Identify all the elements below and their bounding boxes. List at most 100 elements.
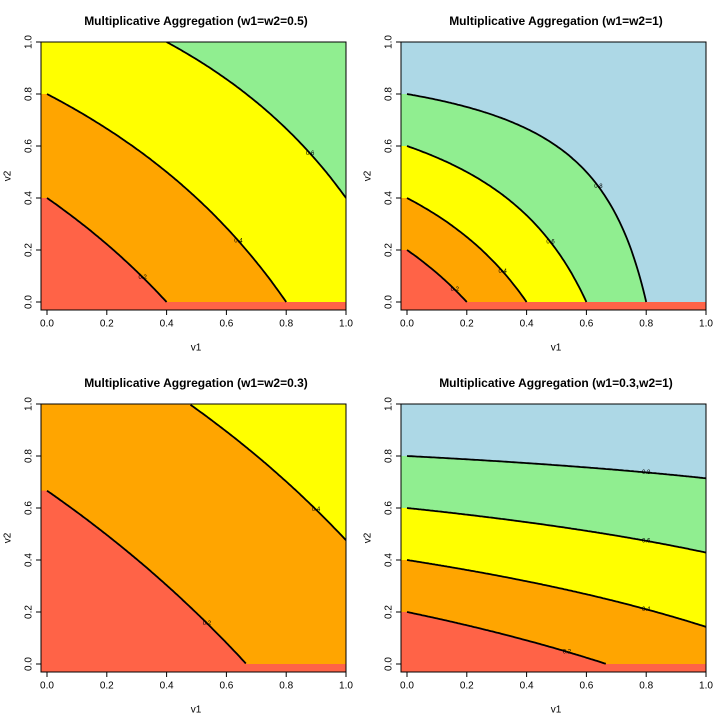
x-tick-label: 0.4	[520, 681, 534, 692]
plot-area: 0.2 0.4	[41, 404, 346, 672]
x-tick-label: 0.2	[100, 319, 114, 330]
y-tick-label: 0.4	[24, 191, 35, 205]
y-tick-label: 0.2	[24, 243, 35, 257]
contour-line	[406, 93, 648, 303]
y-tick-label: 1.0	[384, 35, 395, 49]
y-tick-label: 0.4	[24, 553, 35, 567]
y-tick-label: 0.2	[384, 605, 395, 619]
y-axis-label: v2	[363, 170, 374, 181]
y-tick-label: 0.8	[24, 449, 35, 463]
chart-title: Multiplicative Aggregation (w1=w2=1)	[449, 14, 663, 28]
y-tick-label: 0.0	[384, 295, 395, 309]
band	[401, 198, 706, 310]
y-tick-label: 0.0	[24, 295, 35, 309]
contour-line	[406, 197, 528, 303]
x-tick-label: 0.4	[520, 319, 534, 330]
x-tick-label: 1.0	[699, 681, 713, 692]
x-tick-label: 0.6	[579, 681, 593, 692]
contour-line	[406, 249, 468, 303]
contour-label: 0.4	[312, 507, 321, 513]
x-axis-label: v1	[191, 343, 202, 354]
y-tick-label: 0.2	[384, 243, 395, 257]
x-tick-label: 0.0	[40, 681, 54, 692]
contour-line	[406, 507, 706, 554]
plot-box	[40, 403, 347, 673]
plot-box	[400, 41, 707, 311]
band	[401, 612, 706, 672]
panel: 0.20.40.60.80.0 0.2 0.4 0.6 0.8 1.00.00.20.40…	[363, 376, 714, 715]
x-tick-label: 0.6	[219, 681, 233, 692]
plot-area: 0.2 0.4 0.6 0.8	[401, 404, 706, 672]
y-axis-label: v2	[363, 532, 374, 543]
y-tick-label: 0.8	[384, 87, 395, 101]
x-tick-label: 0.0	[400, 681, 414, 692]
contour-label: 0.2	[563, 649, 572, 655]
contour-line	[189, 404, 346, 541]
y-tick-label: 1.0	[24, 35, 35, 49]
plot-box	[40, 41, 347, 311]
contour-label: 0.2	[203, 621, 212, 627]
x-tick-label: 0.6	[219, 319, 233, 330]
contour-label: 0.6	[306, 151, 315, 157]
x-tick-label: 1.0	[339, 681, 353, 692]
panel: 0.2 0.4 0.0 0.2 0.4 0.6 0.8 1.0 0.0 0.2 0.4 0.6 0.8 1…	[3, 376, 354, 715]
x-tick-label: 0.2	[460, 319, 474, 330]
x-tick-label: 0.8	[639, 319, 653, 330]
contour-line	[166, 42, 346, 199]
contour-label: 0.6	[546, 240, 555, 246]
y-tick-label: 1.0	[24, 397, 35, 411]
contour-line	[406, 145, 588, 303]
y-tick-label: 0.4	[384, 553, 395, 567]
y-tick-label: 0.0	[384, 657, 395, 671]
plot-box	[400, 403, 707, 673]
chart-title: Multiplicative Aggregation (w1=w2=0.3)	[84, 376, 308, 390]
x-tick-label: 0.8	[279, 319, 293, 330]
y-axis-label: v2	[3, 170, 14, 181]
y-tick-label: 0.6	[24, 139, 35, 153]
contour-label: 0.4	[499, 269, 508, 275]
y-tick-label: 0.8	[24, 87, 35, 101]
y-tick-label: 0.6	[384, 139, 395, 153]
x-tick-label: 0.8	[279, 681, 293, 692]
band	[401, 250, 706, 310]
y-axis-label: v2	[3, 532, 14, 543]
panel: 0.20.40.60.0 0.2 0.4 0.6 0.8 1.00.00.20.40.60…	[3, 14, 354, 353]
contour-line	[46, 489, 247, 665]
y-tick-label: 0.6	[24, 501, 35, 515]
band	[41, 198, 346, 310]
contour-line	[406, 559, 706, 628]
x-tick-label: 0.0	[40, 319, 54, 330]
x-axis-label: v1	[191, 705, 202, 716]
contour-label: 0.2	[139, 275, 148, 281]
x-tick-label: 0.4	[160, 319, 174, 330]
x-tick-label: 1.0	[699, 319, 713, 330]
x-axis-label: v1	[551, 343, 562, 354]
x-tick-label: 0.0	[400, 319, 414, 330]
contour-label: 0.2	[451, 287, 460, 293]
chart-title: Multiplicative Aggregation (w1=0.3,w2=1)	[439, 376, 673, 390]
chart-title: Multiplicative Aggregation (w1=w2=0.5)	[84, 14, 308, 28]
y-tick-label: 0.2	[24, 605, 35, 619]
x-tick-label: 0.2	[100, 681, 114, 692]
y-tick-label: 0.8	[384, 449, 395, 463]
contour-line	[406, 611, 607, 665]
y-tick-label: 0.6	[384, 501, 395, 515]
contour-label: 0.4	[642, 607, 651, 613]
contour-label: 0.4	[234, 238, 243, 244]
y-tick-label: 0.4	[384, 191, 395, 205]
x-tick-label: 0.2	[460, 681, 474, 692]
contour-line	[46, 197, 168, 303]
plot-area: 0.2 0.4 0.6	[41, 42, 346, 310]
contour-line	[406, 455, 706, 480]
x-tick-label: 0.6	[579, 319, 593, 330]
x-tick-label: 0.4	[160, 681, 174, 692]
y-tick-label: 0.0	[24, 657, 35, 671]
contour-label: 0.6	[642, 538, 651, 544]
contour-line	[46, 93, 287, 303]
x-tick-label: 1.0	[339, 319, 353, 330]
plot-area: 0.2 0.4 0.6 0.8	[401, 42, 706, 310]
x-axis-label: v1	[551, 705, 562, 716]
band	[41, 490, 346, 672]
panel: 0.2 0.4 0.6 0.8 0.0 0.2 0.4 0.6 0.8 1.0 0.0 0.2 0.4 0…	[363, 14, 714, 353]
